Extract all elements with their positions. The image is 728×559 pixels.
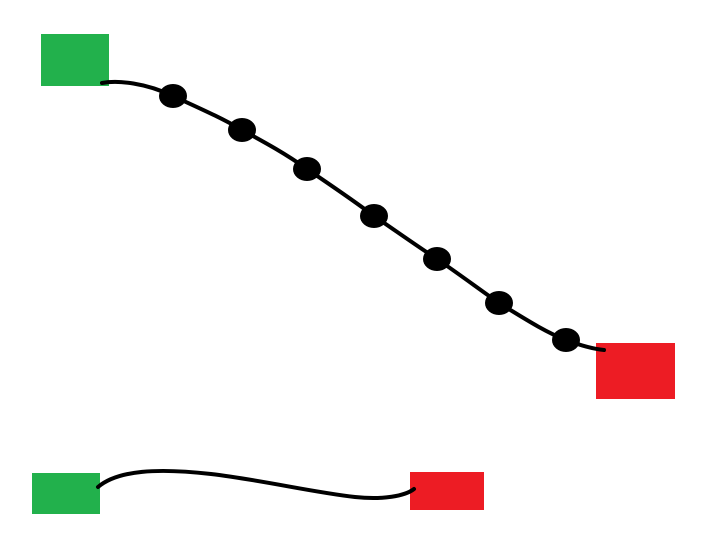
top-end-square bbox=[596, 343, 675, 399]
waypoint-7 bbox=[552, 328, 580, 352]
waypoint-6 bbox=[485, 291, 513, 315]
bottom-start-square bbox=[32, 473, 100, 514]
bottom-path-line bbox=[96, 468, 416, 500]
waypoint-5 bbox=[423, 247, 451, 271]
bottom-end-square bbox=[410, 472, 484, 510]
waypoint-3 bbox=[293, 157, 321, 181]
top-route bbox=[41, 34, 675, 399]
waypoint-2 bbox=[228, 118, 256, 142]
bottom-route bbox=[32, 468, 484, 514]
waypoint-4 bbox=[360, 204, 388, 228]
waypoint-1 bbox=[159, 84, 187, 108]
top-start-square bbox=[41, 34, 109, 86]
